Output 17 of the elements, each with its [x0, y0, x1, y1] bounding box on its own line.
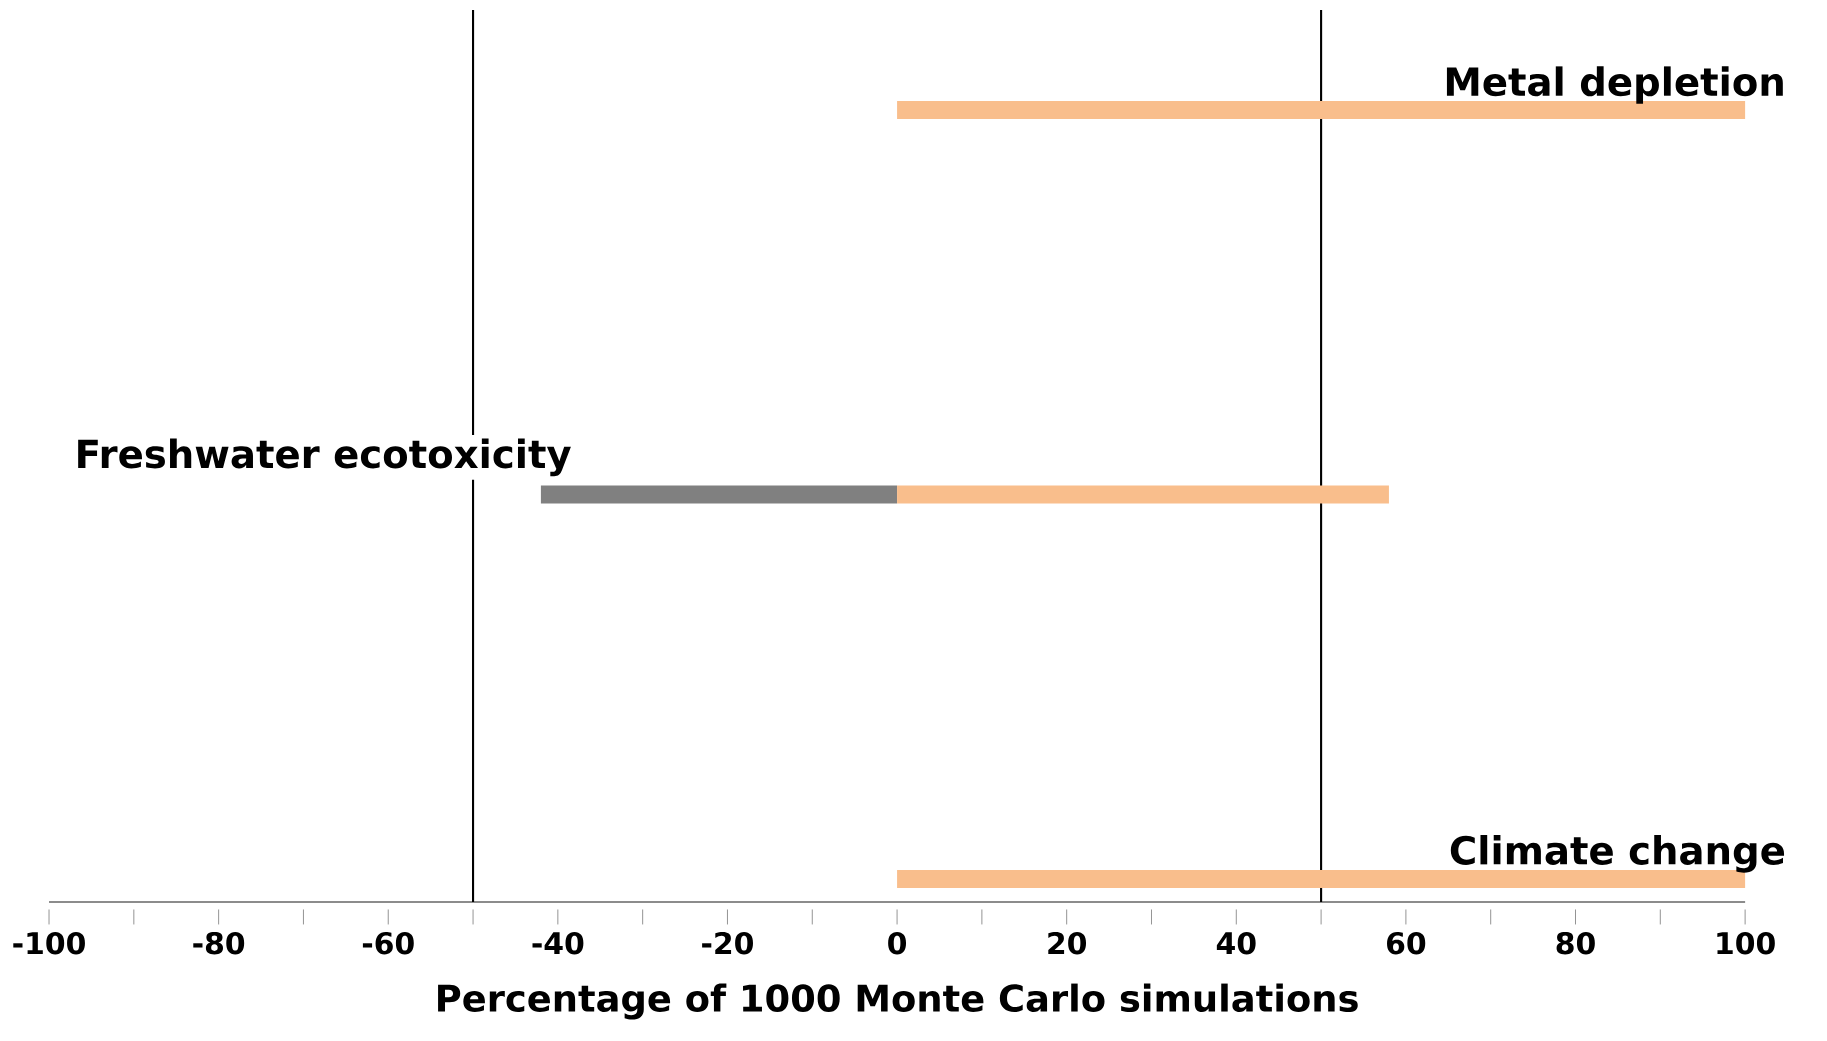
x-tick-label: 40 — [1216, 931, 1256, 955]
x-tick-label: 80 — [1556, 931, 1595, 955]
x-tick-label: -100 — [13, 931, 85, 955]
bar — [540, 485, 898, 504]
x-tick-label: 0 — [888, 931, 907, 955]
x-tick-label: 20 — [1048, 931, 1087, 955]
x-tick-label: -40 — [532, 931, 584, 955]
bar — [897, 485, 1389, 504]
x-tick-label: -80 — [193, 931, 245, 955]
x-axis-title: Percentage of 1000 Monte Carlo simulations — [438, 983, 1358, 1020]
x-tick-label: 60 — [1387, 931, 1426, 955]
y-tick-label: Metal depletion — [1446, 66, 1783, 104]
x-tick-label: -60 — [362, 931, 414, 955]
y-tick-label: Freshwater ecotoxicity — [78, 438, 571, 477]
x-tick-label: 100 — [1717, 931, 1775, 955]
x-tick-label: -20 — [702, 931, 753, 955]
y-tick-label: Climate change — [1450, 835, 1785, 873]
